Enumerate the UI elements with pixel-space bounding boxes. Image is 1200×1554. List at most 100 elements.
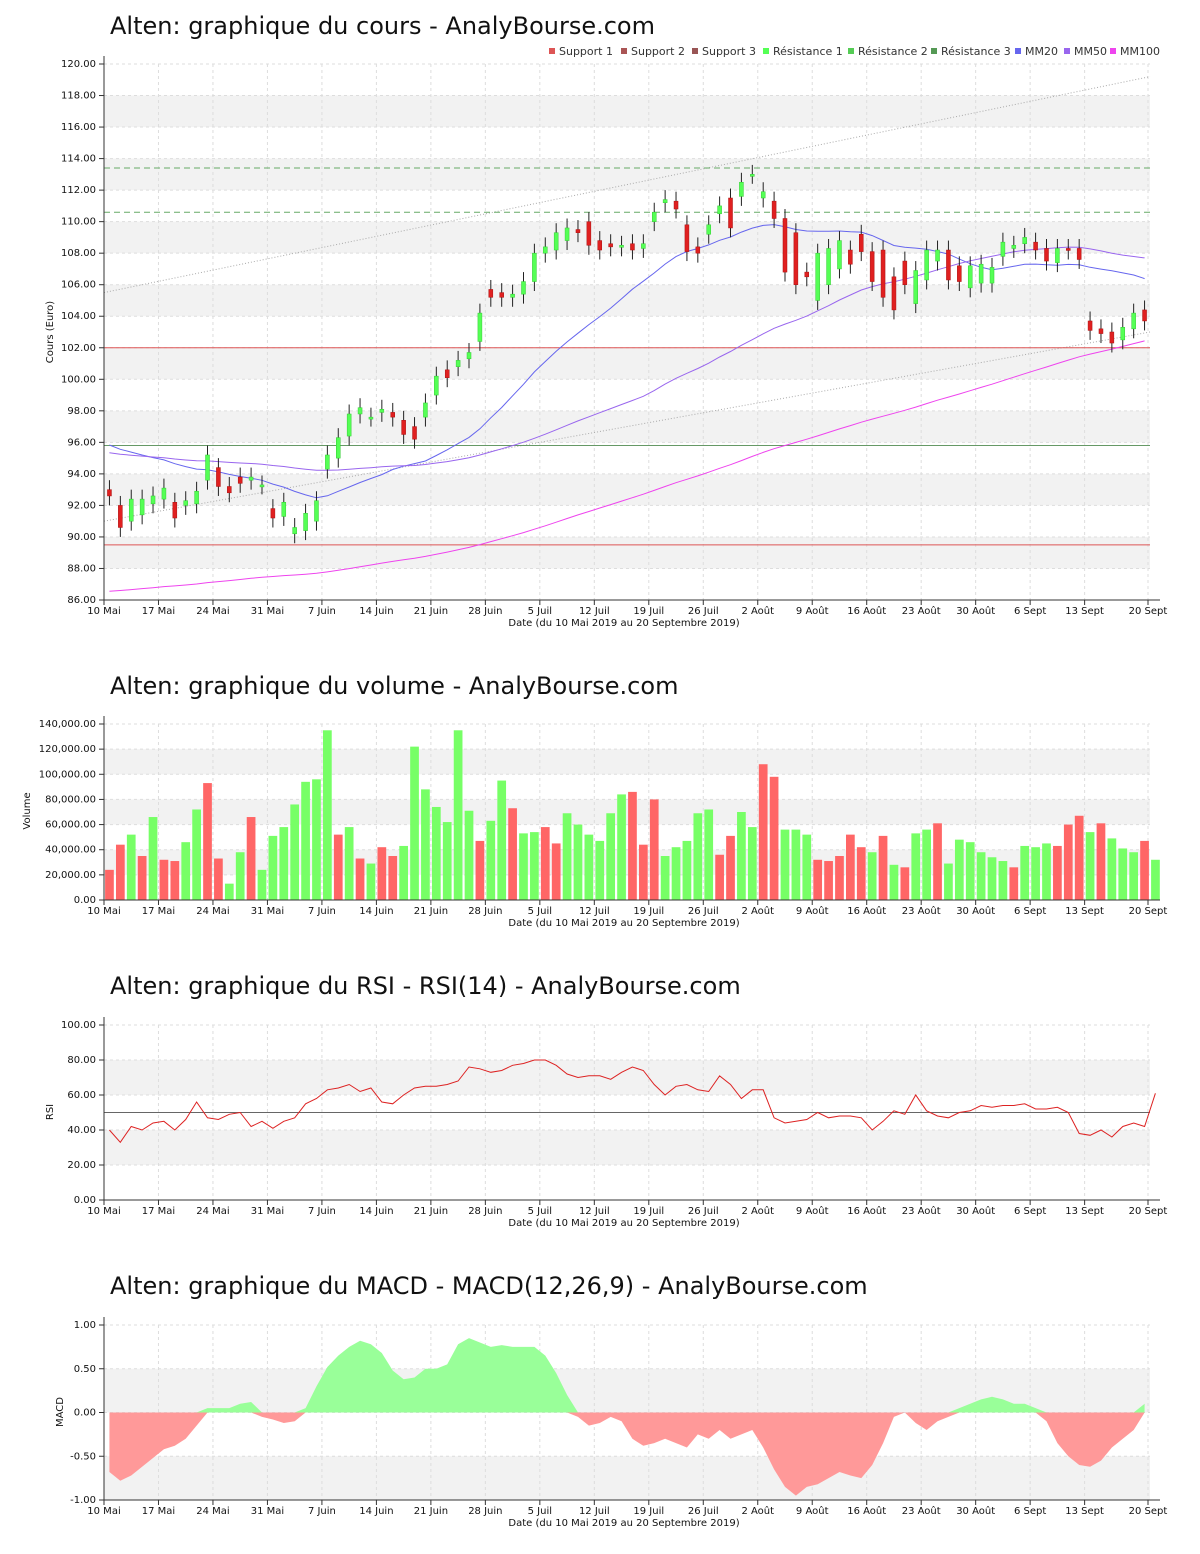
vol-x-tick-label: 30 Août: [956, 905, 995, 917]
candle-body: [1022, 237, 1027, 244]
legend-swatch: [692, 48, 698, 54]
rsi-y-tick-label: 0.00: [74, 1195, 96, 1206]
price-x-axis-label: Date (du 10 Mai 2019 au 20 Septembre 201…: [508, 618, 739, 629]
volume-bar: [965, 842, 975, 900]
volume-bar: [922, 829, 931, 900]
volume-bar: [737, 812, 746, 900]
candle-body: [935, 249, 940, 262]
volume-bars: [105, 730, 1160, 900]
candle-body: [466, 352, 472, 360]
candle-body: [673, 200, 679, 210]
volume-bar: [540, 827, 550, 900]
trend-line-upper: [103, 76, 1151, 294]
price-x-tick-label: 28 Juin: [468, 606, 502, 617]
volume-bar: [1129, 852, 1139, 900]
volume-bar: [126, 834, 136, 900]
volume-bar: [1151, 859, 1160, 900]
volume-bar: [769, 776, 779, 900]
price-x-tick-label: 20 Sept: [1129, 606, 1168, 617]
price-chart-title: Alten: graphique du cours - AnalyBourse.…: [110, 12, 655, 40]
price-y-tick-label: 118.00: [61, 91, 96, 102]
mm50-line: [109, 246, 1145, 471]
volume-bar: [813, 859, 823, 900]
price-y-tick-label: 86.00: [67, 595, 96, 606]
candle-body: [771, 200, 777, 219]
volume-bar: [257, 869, 267, 900]
candle-body: [521, 281, 526, 295]
price-band: [104, 347, 1150, 380]
macd-x-tick-label: 10 Mai: [87, 1506, 120, 1517]
macd-x-tick-label: 9 Août: [796, 1505, 829, 1517]
vol-x-tick-label: 7 Juin: [308, 906, 336, 917]
price-chart: Alten: graphique du cours - AnalyBourse.…: [45, 12, 1167, 629]
volume-bar: [1020, 845, 1030, 900]
mm100-line: [109, 340, 1145, 592]
candle-body: [499, 292, 504, 298]
volume-bar: [1085, 832, 1095, 900]
volume-chart: Alten: graphique du volume - AnalyBourse…: [22, 672, 1167, 929]
vol-x-tick-label: 5 Juil: [528, 906, 552, 917]
volume-bar: [1074, 815, 1084, 900]
volume-bar: [214, 858, 223, 900]
vol-y-tick-label: 40,000.00: [45, 845, 96, 856]
volume-bar: [464, 810, 474, 900]
candle-body: [706, 224, 711, 235]
candle-body: [793, 232, 799, 285]
volume-bar: [1096, 823, 1106, 900]
price-x-tick-label: 5 Juil: [528, 606, 552, 617]
vol-x-tick-label: 26 Juil: [688, 906, 719, 917]
volume-plot-bands: [104, 749, 1150, 875]
vol-x-tick-label: 28 Juin: [468, 906, 502, 917]
legend-label: Résistance 3: [941, 45, 1011, 58]
rsi-x-tick-label: 7 Juin: [308, 1206, 336, 1217]
candle-body: [444, 369, 450, 378]
volume-bar: [431, 806, 441, 900]
macd-x-tick-label: 19 Juil: [633, 1506, 664, 1517]
candle-body: [139, 498, 145, 516]
macd-plot-bands: [104, 1368, 1150, 1500]
candle-body: [1142, 309, 1147, 322]
macd-axes: -1.00 -0.50 0.00 0.50 1.00 10 Mai 17 Mai 24 Mai…: [70, 1317, 1167, 1517]
macd-chart-title: Alten: graphique du MACD - MACD(12,26,9)…: [110, 1272, 868, 1300]
rsi-x-tick-label: 2 Août: [741, 1205, 774, 1217]
price-y-axis-label: Cours (Euro): [45, 301, 56, 364]
volume-bar: [998, 861, 1008, 900]
macd-negative-area: [109, 1412, 1145, 1496]
volume-bar: [475, 840, 485, 900]
volume-bar: [747, 827, 757, 900]
rsi-y-tick-label: 80.00: [67, 1055, 96, 1066]
volume-bar: [279, 827, 289, 900]
rsi-y-tick-label: 40.00: [67, 1125, 96, 1136]
rsi-x-tick-label: 28 Juin: [468, 1206, 502, 1217]
candle-body: [216, 467, 221, 487]
price-gridlines: [103, 63, 1150, 601]
rsi-x-tick-label: 14 Juin: [359, 1206, 393, 1217]
macd-x-tick-label: 21 Juin: [414, 1506, 448, 1517]
price-band: [104, 284, 1150, 317]
candle-body: [1011, 245, 1017, 249]
candle-body: [270, 508, 276, 519]
volume-bar: [758, 764, 768, 900]
macd-y-tick-label: 0.00: [74, 1408, 96, 1419]
price-y-tick-label: 112.00: [61, 185, 96, 196]
price-y-tick-label: 102.00: [61, 343, 96, 354]
macd-x-tick-label: 14 Juin: [359, 1506, 393, 1517]
volume-bar: [911, 833, 921, 900]
macd-y-tick-label: -1.00: [70, 1495, 96, 1506]
volume-bar: [486, 820, 496, 900]
legend-label: Support 2: [631, 45, 685, 58]
price-x-tick-label: 13 Sept: [1065, 606, 1104, 617]
price-x-tick-label: 14 Juin: [359, 606, 393, 617]
vol-x-tick-label: 9 Août: [796, 905, 829, 917]
vol-x-tick-label: 17 Mai: [142, 906, 175, 917]
candle-body: [902, 260, 908, 285]
macd-x-tick-label: 26 Juil: [688, 1506, 719, 1517]
rsi-chart: Alten: graphique du RSI - RSI(14) - Anal…: [45, 972, 1167, 1229]
candle-body: [815, 252, 820, 301]
macd-x-tick-label: 6 Sept: [1014, 1506, 1046, 1517]
vol-x-tick-label: 23 Août: [902, 905, 941, 917]
volume-bar: [530, 832, 539, 900]
legend-swatch: [1064, 48, 1070, 54]
candle-body: [1087, 320, 1093, 331]
legend-label: MM100: [1120, 45, 1160, 58]
